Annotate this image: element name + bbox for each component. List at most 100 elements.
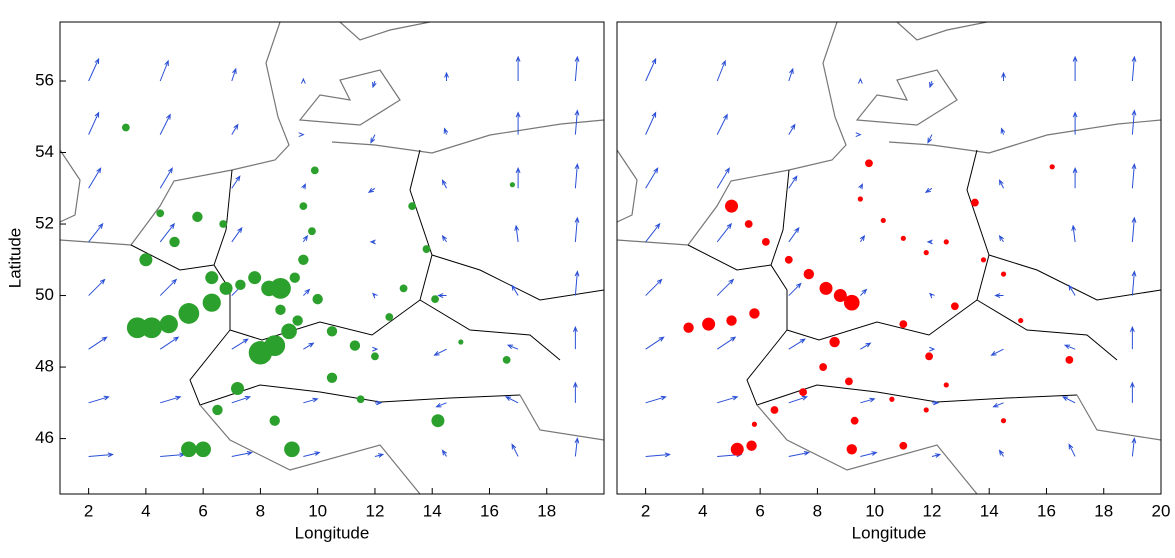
point bbox=[702, 317, 716, 331]
wind-vector bbox=[88, 336, 108, 350]
point bbox=[248, 271, 262, 285]
wind-vector bbox=[1129, 381, 1135, 403]
point bbox=[833, 289, 847, 303]
y-axis-label: Latitude bbox=[5, 228, 24, 289]
plot-frame bbox=[59, 21, 605, 495]
x-axis-label: Longitude bbox=[295, 523, 370, 542]
point bbox=[121, 123, 130, 132]
wind-vector bbox=[231, 175, 241, 189]
wind-vector bbox=[514, 224, 520, 242]
wind-vector bbox=[927, 134, 933, 144]
wind-vector bbox=[1068, 284, 1076, 296]
x-tick-label: 4 bbox=[141, 501, 150, 520]
point bbox=[725, 199, 739, 213]
wind-vector bbox=[860, 397, 876, 404]
wind-vector bbox=[504, 396, 519, 404]
wind-vector bbox=[645, 222, 661, 243]
wind-vector bbox=[372, 346, 379, 352]
x-tick-label: 16 bbox=[1037, 501, 1056, 520]
wind-vector bbox=[924, 187, 933, 193]
wind-vector bbox=[855, 132, 862, 138]
x-tick-label: 4 bbox=[698, 501, 707, 520]
wind-vector bbox=[645, 336, 665, 350]
point bbox=[126, 317, 148, 339]
wind-vector bbox=[716, 336, 737, 350]
x-tick-label: 14 bbox=[980, 501, 999, 520]
wind-vector bbox=[506, 344, 519, 350]
y-tick-label: 56 bbox=[35, 70, 54, 89]
wind-vector bbox=[857, 77, 863, 84]
wind-vector bbox=[303, 342, 315, 350]
wind-vector bbox=[515, 166, 521, 189]
wind-vector bbox=[1061, 396, 1076, 404]
point bbox=[845, 377, 853, 386]
wind-vector bbox=[515, 55, 521, 81]
wind-vector bbox=[437, 293, 447, 298]
wind-vector bbox=[443, 127, 449, 135]
point bbox=[784, 255, 793, 264]
wind-vector bbox=[717, 395, 739, 404]
point bbox=[205, 271, 219, 285]
wind-vector bbox=[788, 338, 806, 350]
wind-vector bbox=[788, 175, 798, 189]
point bbox=[349, 340, 361, 351]
wind-vector bbox=[929, 346, 936, 352]
point bbox=[761, 238, 770, 246]
wind-vector bbox=[1072, 111, 1078, 135]
wind-vector bbox=[441, 234, 447, 243]
point bbox=[865, 159, 873, 168]
wind-vector bbox=[372, 80, 377, 89]
plot-frame bbox=[616, 21, 1162, 495]
x-tick-label: 10 bbox=[308, 501, 327, 520]
wind-vector bbox=[1131, 270, 1137, 296]
point bbox=[385, 313, 394, 321]
x-tick-label: 16 bbox=[480, 501, 499, 520]
wind-vector bbox=[574, 109, 580, 135]
point bbox=[857, 196, 863, 202]
point bbox=[141, 317, 163, 339]
point bbox=[270, 277, 291, 299]
wind-vector bbox=[1131, 437, 1137, 457]
wind-vector bbox=[159, 59, 169, 82]
wind-vector bbox=[444, 71, 449, 81]
point bbox=[943, 382, 949, 388]
x-tick-label: 2 bbox=[641, 501, 650, 520]
wind-vector bbox=[645, 395, 667, 404]
point bbox=[726, 315, 737, 326]
point bbox=[192, 211, 203, 223]
wind-vector bbox=[367, 187, 376, 193]
wind-vector bbox=[159, 336, 180, 350]
point bbox=[299, 202, 308, 211]
wind-vector bbox=[1131, 216, 1137, 242]
wind-vector bbox=[645, 167, 659, 189]
point bbox=[326, 372, 338, 383]
point bbox=[829, 336, 840, 348]
point bbox=[950, 302, 959, 311]
wind-vector bbox=[1000, 127, 1006, 135]
wind-vector bbox=[159, 278, 178, 296]
wind-vector bbox=[574, 270, 580, 296]
point bbox=[980, 257, 987, 263]
point bbox=[923, 407, 929, 413]
wind-vector bbox=[788, 450, 811, 457]
wind-vector bbox=[441, 449, 447, 457]
wind-vector bbox=[374, 453, 385, 458]
wind-vector bbox=[998, 179, 1004, 189]
point bbox=[730, 442, 744, 456]
wind-vector bbox=[645, 111, 657, 135]
point bbox=[1049, 164, 1055, 170]
point bbox=[923, 250, 929, 256]
point bbox=[846, 444, 857, 455]
point bbox=[181, 441, 197, 458]
point bbox=[422, 245, 431, 253]
wind-vector bbox=[574, 437, 580, 457]
wind-vector bbox=[645, 452, 671, 458]
point bbox=[502, 356, 511, 364]
wind-vector bbox=[1001, 71, 1006, 81]
wind-vector bbox=[990, 348, 1004, 356]
point bbox=[139, 253, 153, 267]
point bbox=[799, 388, 808, 396]
wind-vector bbox=[1131, 109, 1137, 135]
point bbox=[281, 323, 297, 340]
wind-vector bbox=[511, 284, 519, 296]
